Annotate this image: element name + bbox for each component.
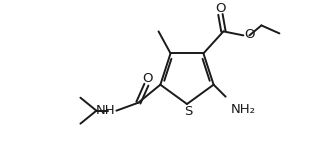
Text: NH: NH <box>96 104 115 117</box>
Text: O: O <box>244 28 255 41</box>
Text: S: S <box>184 105 192 117</box>
Text: O: O <box>215 2 226 15</box>
Text: O: O <box>142 72 153 85</box>
Text: NH₂: NH₂ <box>230 103 256 116</box>
